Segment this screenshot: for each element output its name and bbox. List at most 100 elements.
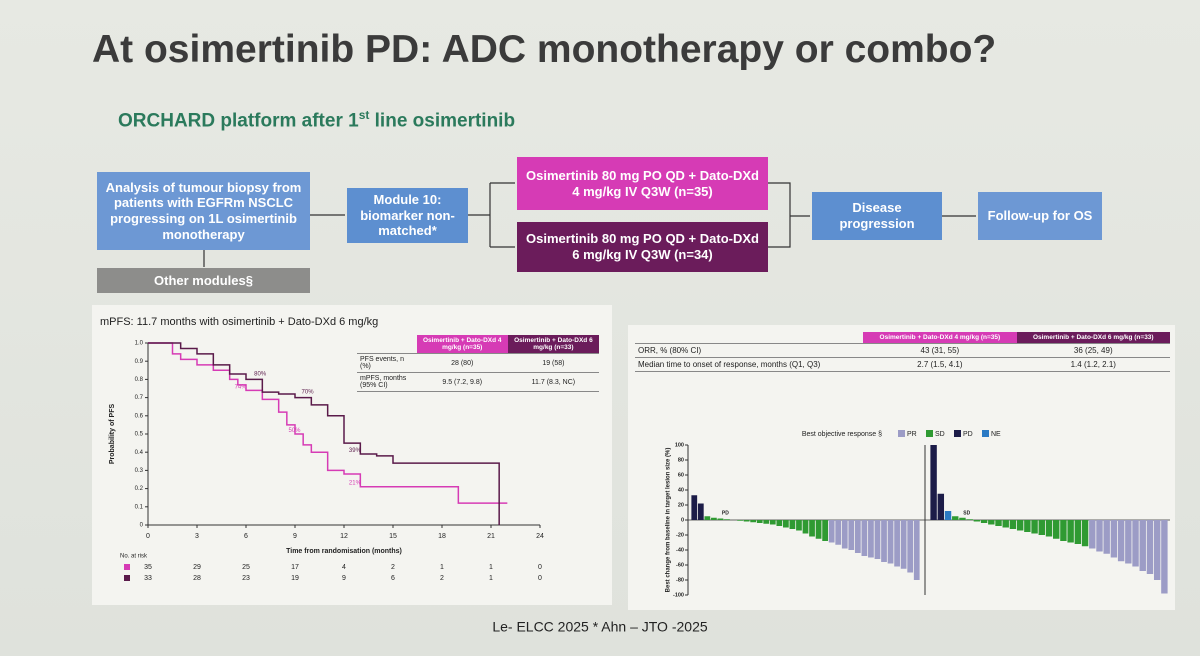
bar bbox=[1089, 520, 1096, 549]
bar bbox=[789, 520, 796, 529]
annotation: PD bbox=[722, 510, 729, 516]
bar bbox=[1096, 520, 1103, 552]
bar bbox=[1074, 520, 1082, 544]
pfs-table: Osimertinib + Dato-DXd 4 mg/kg (n=35) Osi… bbox=[357, 335, 599, 392]
cell: 28 (80) bbox=[416, 353, 508, 373]
risk-cell: 1 bbox=[489, 575, 493, 582]
bar bbox=[796, 520, 802, 531]
bar bbox=[750, 520, 757, 523]
y-tick-label: 40 bbox=[678, 487, 684, 493]
cell: 36 (25, 49) bbox=[1016, 343, 1170, 358]
annotation: 50% bbox=[288, 428, 301, 434]
km-curve bbox=[148, 342, 500, 525]
y-tick-label: 0 bbox=[140, 523, 144, 529]
bar bbox=[1146, 520, 1154, 574]
bar bbox=[973, 520, 981, 522]
y-tick-label: 60 bbox=[678, 472, 684, 478]
bar bbox=[776, 520, 783, 526]
bar bbox=[1153, 520, 1161, 580]
bar bbox=[1103, 520, 1110, 554]
bar bbox=[930, 445, 937, 520]
bar bbox=[802, 520, 809, 534]
bar bbox=[854, 520, 861, 553]
bar bbox=[907, 520, 914, 573]
bar bbox=[835, 520, 842, 545]
risk-cell: 25 bbox=[242, 564, 250, 571]
y-tick-label: -60 bbox=[676, 562, 684, 568]
bar bbox=[1132, 520, 1139, 567]
legend-swatch bbox=[124, 575, 130, 581]
cell: ORR, % (80% CI) bbox=[635, 343, 864, 358]
bar bbox=[959, 517, 966, 520]
bar bbox=[952, 516, 959, 520]
annotation: SD bbox=[963, 510, 970, 516]
risk-cell: 2 bbox=[440, 575, 444, 582]
flow-node: Osimertinib 80 mg PO QD + Dato-DXd 4 mg/… bbox=[517, 157, 768, 210]
header-cell: Osimertinib + Dato-DXd 4 mg/kg (n=35) bbox=[863, 332, 1017, 344]
bar bbox=[1067, 520, 1074, 543]
flow-node: Osimertinib 80 mg PO QD + Dato-DXd 6 mg/… bbox=[517, 222, 768, 272]
x-tick-label: 12 bbox=[340, 533, 348, 540]
bar bbox=[848, 520, 855, 550]
risk-cell: 4 bbox=[342, 564, 346, 571]
bar bbox=[1139, 520, 1146, 571]
subtitle-part: ORCHARD platform after 1 bbox=[118, 110, 359, 132]
subtitle-part: st bbox=[358, 108, 370, 122]
cell: 1.4 (1.2, 2.1) bbox=[1016, 357, 1170, 372]
bar bbox=[724, 519, 730, 520]
y-tick-label: -40 bbox=[676, 547, 684, 553]
bar bbox=[1016, 520, 1024, 531]
cell: 9.5 (7.2, 9.8) bbox=[416, 372, 508, 392]
bar bbox=[861, 520, 868, 556]
x-tick-label: 15 bbox=[389, 533, 397, 540]
annotation: 80% bbox=[254, 372, 267, 378]
bar bbox=[828, 520, 835, 543]
risk-cell: 29 bbox=[193, 564, 201, 571]
risk-cell: 19 bbox=[291, 575, 299, 582]
response-table: Osimertinib + Dato-DXd 4 mg/kg (n=35) Osi… bbox=[635, 332, 1170, 372]
bar bbox=[874, 520, 881, 559]
risk-cell: 6 bbox=[391, 575, 395, 582]
bar bbox=[937, 493, 945, 520]
bar bbox=[887, 520, 894, 564]
legend-swatch bbox=[982, 430, 989, 437]
risk-cell: 1 bbox=[489, 564, 493, 571]
arrow bbox=[489, 182, 515, 248]
x-tick-label: 6 bbox=[244, 533, 248, 540]
bar bbox=[815, 520, 822, 539]
legend-swatch bbox=[926, 430, 933, 437]
risk-cell: 17 bbox=[291, 564, 299, 571]
arrow bbox=[768, 182, 810, 248]
y-tick-label: 0.9 bbox=[135, 359, 144, 365]
cell: Median time to onset of response, months… bbox=[635, 357, 864, 372]
y-tick-label: 0.6 bbox=[135, 413, 144, 419]
flow-node: Other modules§ bbox=[97, 268, 310, 293]
bar bbox=[894, 520, 900, 567]
x-tick-label: 3 bbox=[195, 533, 199, 540]
footer: Le- ELCC 2025 * Ahn – JTO -2025 bbox=[492, 619, 708, 635]
km-curve bbox=[148, 342, 508, 504]
y-tick-label: 0.8 bbox=[135, 377, 144, 383]
flow-node: Follow-up for OS bbox=[978, 192, 1102, 240]
header-cell bbox=[635, 332, 864, 344]
risk-cell: 2 bbox=[391, 564, 395, 571]
bar bbox=[868, 520, 874, 558]
bar bbox=[756, 520, 763, 523]
bar bbox=[1045, 520, 1053, 537]
bar bbox=[995, 520, 1002, 526]
legend-label: NE bbox=[991, 431, 1001, 438]
annotation: 39% bbox=[349, 448, 362, 454]
bar bbox=[822, 520, 828, 541]
x-tick-label: 24 bbox=[536, 533, 544, 540]
cell: 11.7 (8.3, NC) bbox=[507, 372, 599, 392]
y-tick-label: 0.1 bbox=[135, 504, 144, 510]
bar bbox=[980, 520, 988, 523]
y-tick-label: 20 bbox=[678, 502, 684, 508]
y-axis-label: Best change from baseline in target lesi… bbox=[666, 448, 672, 593]
risk-cell: 35 bbox=[144, 564, 152, 571]
x-tick-label: 18 bbox=[438, 533, 446, 540]
annotation: 70% bbox=[302, 390, 315, 396]
flow-node: Module 10: biomarker non-matched* bbox=[347, 188, 468, 243]
y-tick-label: 0.7 bbox=[135, 395, 144, 401]
